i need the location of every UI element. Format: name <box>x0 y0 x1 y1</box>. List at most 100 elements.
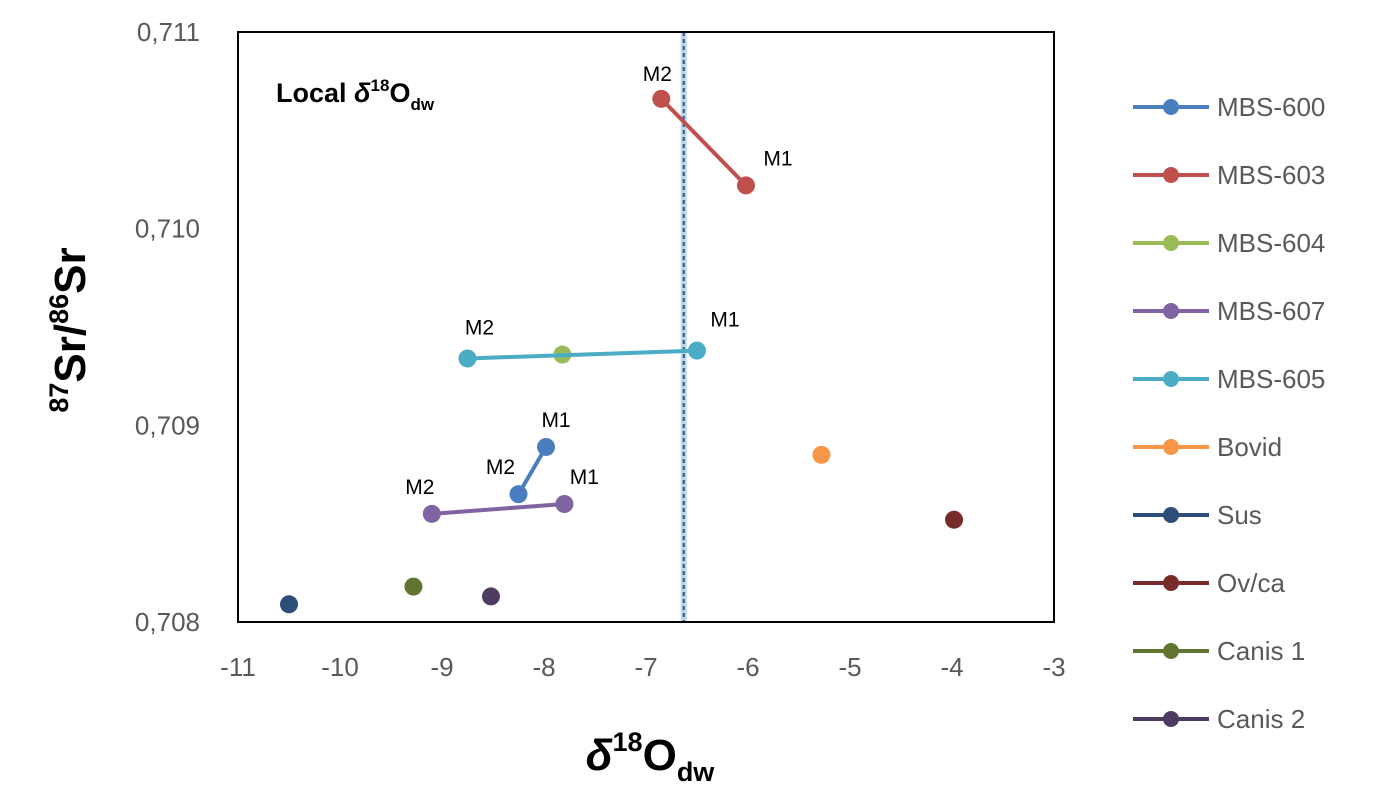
point-label-mbs-605: M1 <box>710 309 739 332</box>
x-tick-label: -11 <box>220 652 256 682</box>
series-ov-ca <box>945 510 964 529</box>
legend-item-mbs-607: MBS-607 <box>1133 296 1325 326</box>
series-line-mbs-607 <box>431 502 565 516</box>
series-layer: M1 M2 M1 M2 M1 M2 M1 M2 <box>280 63 964 614</box>
x-tick-label: -4 <box>940 652 963 682</box>
data-point-mbs-603 <box>736 176 755 195</box>
data-point-mbs-607 <box>422 504 441 523</box>
tick-labels-layer: -11 -10 -9 -8 -7 -6 -5 -4 -3 0,708 0,709 0,710 0,711 <box>135 17 1066 682</box>
legend-marker-mbs-607 <box>1163 303 1179 319</box>
data-point-bovid <box>812 445 831 464</box>
y-axis-main-2: Sr <box>46 247 95 293</box>
legend-label-mbs-600: MBS-600 <box>1217 92 1325 122</box>
x-tick-label: -6 <box>736 652 759 682</box>
legend-label-mbs-604: MBS-604 <box>1217 228 1325 258</box>
legend-marker-ov-ca <box>1163 575 1179 591</box>
data-point-mbs-603 <box>652 89 671 108</box>
x-axis-main: O <box>643 731 677 780</box>
annotation-delta: δ <box>354 78 371 108</box>
legend-item-mbs-603: MBS-603 <box>1133 160 1325 190</box>
annotation-prefix: Local <box>276 78 354 108</box>
legend-item-canis-1: Canis 1 <box>1133 636 1305 666</box>
legend-marker-mbs-604 <box>1163 235 1179 251</box>
series-canis-1 <box>404 577 423 596</box>
x-axis-sub: dw <box>677 757 715 787</box>
annotation-sub: dw <box>410 95 434 114</box>
legend-marker-canis-2 <box>1163 711 1179 727</box>
y-axis-sup-2: 86 <box>44 294 74 324</box>
legend-item-canis-2: Canis 2 <box>1133 704 1305 734</box>
legend-marker-mbs-605 <box>1163 371 1179 387</box>
point-label-mbs-603: M2 <box>643 63 672 86</box>
point-label-mbs-600: M1 <box>541 409 570 432</box>
legend-label-sus: Sus <box>1217 500 1262 530</box>
legend-marker-mbs-603 <box>1163 167 1179 183</box>
data-point-canis-1 <box>404 577 423 596</box>
x-tick-label: -10 <box>321 652 359 682</box>
y-tick-label: 0,710 <box>135 214 200 244</box>
x-axis-delta: δ <box>586 731 613 780</box>
data-point-sus <box>280 595 298 614</box>
x-tick-label: -9 <box>430 652 453 682</box>
data-point-mbs-600 <box>537 437 556 456</box>
y-axis-sup-1: 87 <box>44 383 74 413</box>
data-point-mbs-600 <box>509 485 528 504</box>
x-tick-label: -7 <box>634 652 657 682</box>
local-delta-annotation: Local δ18Odw <box>276 76 435 114</box>
x-tick-label: -8 <box>532 652 555 682</box>
point-label-mbs-605: M2 <box>465 316 494 339</box>
series-mbs-605: M1 M2 <box>458 309 740 368</box>
series-canis-2 <box>481 587 500 606</box>
series-line-mbs-600 <box>516 445 548 496</box>
point-label-mbs-607: M1 <box>570 466 599 489</box>
y-tick-label: 0,711 <box>137 17 200 47</box>
legend-item-bovid: Bovid <box>1133 432 1282 462</box>
point-label-mbs-607: M2 <box>405 476 434 499</box>
legend: MBS-600 MBS-603 MBS-604 MBS-607 MBS-605 Bovid… <box>1133 92 1325 734</box>
data-point-canis-2 <box>481 587 500 606</box>
legend-marker-mbs-600 <box>1163 99 1179 115</box>
legend-label-canis-1: Canis 1 <box>1217 636 1305 666</box>
point-label-mbs-600: M2 <box>486 456 515 479</box>
series-line-mbs-605 <box>467 348 698 361</box>
annotation-main: O <box>389 78 410 108</box>
annotation-sup: 18 <box>371 76 390 95</box>
point-label-mbs-603: M1 <box>763 147 792 170</box>
legend-label-mbs-605: MBS-605 <box>1217 364 1325 394</box>
legend-label-ov-ca: Ov/ca <box>1217 568 1285 598</box>
series-bovid <box>812 445 831 464</box>
x-axis-title: δ18Odw <box>586 727 716 787</box>
data-point-mbs-605 <box>458 349 477 368</box>
y-axis-title: 87Sr/86Sr <box>44 247 95 412</box>
series-mbs-607: M1 M2 <box>405 466 599 523</box>
x-tick-label: -5 <box>838 652 861 682</box>
legend-item-sus: Sus <box>1133 500 1262 530</box>
legend-item-mbs-605: MBS-605 <box>1133 364 1325 394</box>
data-point-ov-ca <box>945 510 964 529</box>
y-axis-main-1: Sr <box>46 336 95 382</box>
data-point-mbs-605 <box>688 341 706 360</box>
x-tick-label: -3 <box>1042 652 1065 682</box>
series-mbs-603: M1 M2 <box>643 63 793 195</box>
series-sus <box>280 595 298 614</box>
plot-area-border <box>237 31 1055 623</box>
y-tick-label: 0,708 <box>135 607 200 637</box>
legend-label-mbs-607: MBS-607 <box>1217 296 1325 326</box>
y-axis-slash: / <box>46 324 95 336</box>
series-line-mbs-603 <box>659 97 748 187</box>
legend-label-canis-2: Canis 2 <box>1217 704 1305 734</box>
y-tick-label: 0,709 <box>135 410 200 440</box>
legend-label-mbs-603: MBS-603 <box>1217 160 1325 190</box>
legend-label-bovid: Bovid <box>1217 432 1282 462</box>
legend-marker-canis-1 <box>1163 643 1179 659</box>
legend-item-mbs-600: MBS-600 <box>1133 92 1325 122</box>
x-axis-sup: 18 <box>613 727 643 757</box>
series-mbs-600: M1 M2 <box>486 409 571 504</box>
legend-marker-sus <box>1163 507 1179 523</box>
legend-item-mbs-604: MBS-604 <box>1133 228 1325 258</box>
legend-item-ov-ca: Ov/ca <box>1133 568 1285 598</box>
legend-marker-bovid <box>1163 439 1179 455</box>
data-point-mbs-607 <box>555 495 574 513</box>
